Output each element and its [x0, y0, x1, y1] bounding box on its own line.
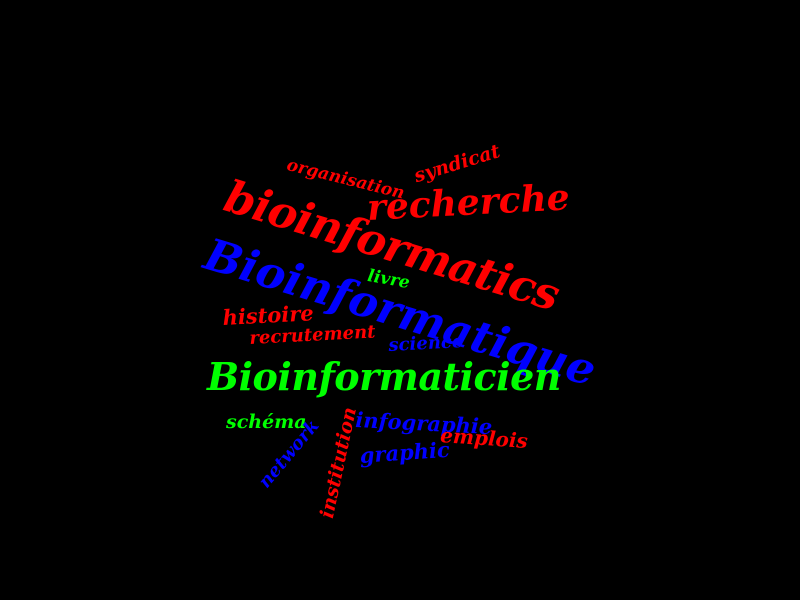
- word-histoire: histoire: [221, 300, 315, 330]
- word-bioinformaticien: Bioinformaticien: [207, 354, 561, 399]
- word-graphic: graphic: [358, 436, 451, 468]
- word-schema: schéma: [226, 411, 307, 433]
- word-science: science: [387, 331, 464, 356]
- word-recherche: recherche: [365, 176, 571, 229]
- word-emplois: emplois: [439, 423, 529, 454]
- word-institution: institution: [316, 405, 362, 521]
- word-recrutement: recrutement: [248, 321, 376, 349]
